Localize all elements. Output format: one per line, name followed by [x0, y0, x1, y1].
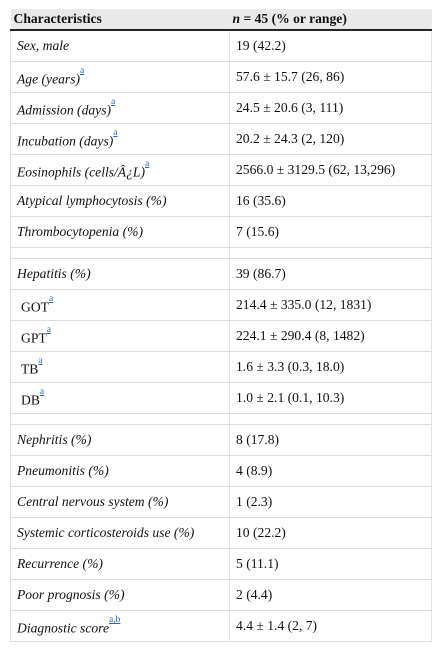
row-label: Eosinophils (cells/Â¿L)a	[11, 155, 230, 186]
row-value: 1 (2.3)	[230, 487, 432, 518]
row-label: Atypical lymphocytosis (%)	[11, 186, 230, 217]
row-value: 24.5 ± 20.6 (3, 111)	[230, 93, 432, 124]
footnote-link[interactable]: a	[145, 159, 149, 169]
row-label-text: Nephritis (%)	[17, 432, 91, 447]
row-label-text: Diagnostic score	[17, 621, 109, 636]
header-n-text: = 45 (% or range)	[240, 11, 347, 26]
row-label: Recurrence (%)	[11, 549, 230, 580]
row-label-text: Age (years)	[17, 72, 80, 87]
table-row: Admission (days)a 24.5 ± 20.6 (3, 111)	[11, 93, 432, 124]
footnote-link[interactable]: a	[113, 128, 117, 138]
row-value: 20.2 ± 24.3 (2, 120)	[230, 124, 432, 155]
table-row: Nephritis (%) 8 (17.8)	[11, 425, 432, 456]
row-value: 1.6 ± 3.3 (0.3, 18.0)	[230, 352, 432, 383]
row-value: 224.1 ± 290.4 (8, 1482)	[230, 321, 432, 352]
row-label: Systemic corticosteroids use (%)	[11, 518, 230, 549]
table-row: DBa 1.0 ± 2.1 (0.1, 10.3)	[11, 383, 432, 414]
table-row: Recurrence (%) 5 (11.1)	[11, 549, 432, 580]
table-row: GPTa 224.1 ± 290.4 (8, 1482)	[11, 321, 432, 352]
row-label-text: Central nervous system (%)	[17, 494, 168, 509]
table-row: Poor prognosis (%) 2 (4.4)	[11, 580, 432, 611]
header-n-range: n = 45 (% or range)	[230, 9, 432, 30]
row-label-text: DB	[21, 393, 40, 408]
table-row: Diagnostic scorea,b 4.4 ± 1.4 (2, 7)	[11, 611, 432, 642]
table-row: Incubation (days)a 20.2 ± 24.3 (2, 120)	[11, 124, 432, 155]
table-row: GOTa 214.4 ± 335.0 (12, 1831)	[11, 290, 432, 321]
row-value: 8 (17.8)	[230, 425, 432, 456]
row-label: TBa	[11, 352, 230, 383]
row-label: Incubation (days)a	[11, 124, 230, 155]
row-value: 19 (42.2)	[230, 30, 432, 62]
table-header-row: Characteristics n = 45 (% or range)	[11, 9, 432, 30]
header-n-symbol: n	[233, 11, 241, 26]
row-value: 1.0 ± 2.1 (0.1, 10.3)	[230, 383, 432, 414]
table-row: Hepatitis (%) 39 (86.7)	[11, 259, 432, 290]
spacer-row	[11, 414, 432, 425]
characteristics-table: Characteristics n = 45 (% or range) Sex,…	[10, 9, 432, 642]
row-label: Age (years)a	[11, 62, 230, 93]
row-label: DBa	[11, 383, 230, 414]
row-value: 39 (86.7)	[230, 259, 432, 290]
table-row: Atypical lymphocytosis (%) 16 (35.6)	[11, 186, 432, 217]
row-label-text: Sex, male	[17, 38, 69, 53]
table-row: Eosinophils (cells/Â¿L)a 2566.0 ± 3129.5…	[11, 155, 432, 186]
row-label-text: Hepatitis (%)	[17, 266, 91, 281]
row-value: 4.4 ± 1.4 (2, 7)	[230, 611, 432, 642]
row-label-text: Systemic corticosteroids use (%)	[17, 525, 194, 540]
table-row: Pneumonitis (%) 4 (8.9)	[11, 456, 432, 487]
row-value: 57.6 ± 15.7 (26, 86)	[230, 62, 432, 93]
row-label: Thrombocytopenia (%)	[11, 217, 230, 248]
row-value: 2 (4.4)	[230, 580, 432, 611]
row-label: Admission (days)a	[11, 93, 230, 124]
footnote-link[interactable]: a	[49, 294, 53, 304]
row-label: Pneumonitis (%)	[11, 456, 230, 487]
row-label: Poor prognosis (%)	[11, 580, 230, 611]
row-value: 214.4 ± 335.0 (12, 1831)	[230, 290, 432, 321]
row-label-text: GOT	[21, 300, 49, 315]
row-label-text: Atypical lymphocytosis (%)	[17, 193, 167, 208]
row-label-text: GPT	[21, 331, 47, 346]
row-label: Hepatitis (%)	[11, 259, 230, 290]
table-row: Sex, male 19 (42.2)	[11, 30, 432, 62]
footnote-link[interactable]: a	[40, 387, 44, 397]
row-label-text: Pneumonitis (%)	[17, 463, 109, 478]
row-value: 4 (8.9)	[230, 456, 432, 487]
table-row: Age (years)a 57.6 ± 15.7 (26, 86)	[11, 62, 432, 93]
table-row: Central nervous system (%) 1 (2.3)	[11, 487, 432, 518]
spacer-row	[11, 248, 432, 259]
row-label-text: Admission (days)	[17, 103, 111, 118]
header-characteristics: Characteristics	[11, 9, 230, 30]
row-label: Central nervous system (%)	[11, 487, 230, 518]
row-label-text: Incubation (days)	[17, 134, 113, 149]
row-label: Nephritis (%)	[11, 425, 230, 456]
row-label-text: Eosinophils (cells/Â¿L)	[17, 165, 145, 180]
row-label-text: Thrombocytopenia (%)	[17, 224, 143, 239]
row-label-text: TB	[21, 362, 38, 377]
footnote-link[interactable]: a	[80, 66, 84, 76]
row-label: Sex, male	[11, 30, 230, 62]
table-row: Thrombocytopenia (%) 7 (15.6)	[11, 217, 432, 248]
row-label: GPTa	[11, 321, 230, 352]
row-label: Diagnostic scorea,b	[11, 611, 230, 642]
row-label: GOTa	[11, 290, 230, 321]
footnote-link[interactable]: a	[38, 356, 42, 366]
footnote-link[interactable]: a	[47, 325, 51, 335]
table-row: Systemic corticosteroids use (%) 10 (22.…	[11, 518, 432, 549]
row-value: 7 (15.6)	[230, 217, 432, 248]
row-label-text: Poor prognosis (%)	[17, 587, 125, 602]
row-value: 16 (35.6)	[230, 186, 432, 217]
footnote-link[interactable]: a,b	[109, 615, 120, 625]
row-value: 2566.0 ± 3129.5 (62, 13,296)	[230, 155, 432, 186]
row-value: 5 (11.1)	[230, 549, 432, 580]
row-value: 10 (22.2)	[230, 518, 432, 549]
row-label-text: Recurrence (%)	[17, 556, 103, 571]
table-row: TBa 1.6 ± 3.3 (0.3, 18.0)	[11, 352, 432, 383]
footnote-link[interactable]: a	[111, 97, 115, 107]
